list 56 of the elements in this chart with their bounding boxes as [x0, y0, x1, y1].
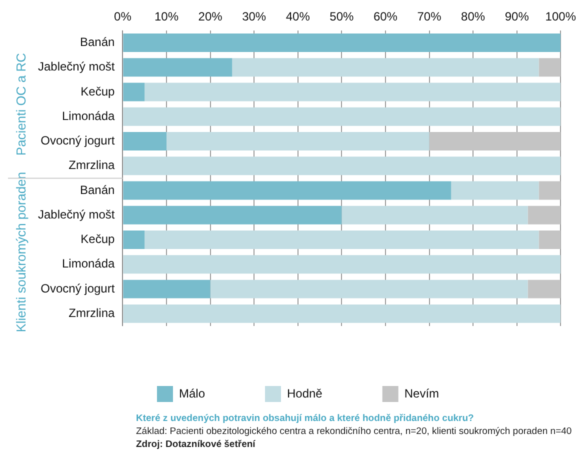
y-tick-label: Kečup	[80, 84, 116, 98]
bar	[123, 255, 561, 274]
bar	[123, 181, 452, 200]
bar	[342, 206, 528, 224]
y-tick-label: Ovocný jogurt	[40, 134, 116, 148]
bar	[123, 82, 145, 102]
text: Zdroj: Dotazníkové šetření	[136, 438, 256, 451]
y-tick-label: Ovocný jogurt	[40, 281, 116, 296]
bar	[123, 132, 166, 150]
bar	[528, 280, 561, 298]
legend-label: Nevím	[404, 386, 440, 400]
y-tick-label: Limonáda	[62, 108, 116, 123]
bar	[528, 206, 561, 224]
x-tick-label: 50%	[330, 10, 354, 24]
bar	[538, 230, 561, 250]
y-tick-label: Zmrzlina	[68, 158, 116, 172]
bar	[429, 132, 561, 150]
y-tick-label: Banán	[80, 182, 115, 197]
y-tick-label: Banán	[80, 35, 115, 50]
text: Základ: Pacienti obezitologického centra a rekondičního centra, n=20, klienti soukromých poraden n=40	[136, 425, 573, 438]
x-tick-label: 40%	[286, 10, 310, 24]
x-tick-label: 0%	[114, 10, 132, 24]
bar	[123, 280, 210, 298]
bar	[123, 107, 561, 126]
y-tick-label: Kečup	[80, 232, 116, 246]
y-tick-label: Limonáda	[62, 256, 116, 271]
bar	[123, 156, 561, 176]
y-tick-label: Jablečný mošt	[38, 60, 116, 74]
legend-label: Hodně	[286, 386, 323, 400]
bar	[123, 33, 561, 52]
y-tick-label: Zmrzlina	[68, 306, 116, 320]
bar	[123, 58, 232, 77]
bar	[451, 181, 539, 200]
bar	[123, 206, 342, 224]
text: Klienti soukromých poraden	[14, 172, 29, 332]
bar	[232, 58, 539, 77]
x-tick-label: 70%	[417, 10, 442, 24]
x-tick-label: 100%	[545, 10, 576, 24]
bar	[166, 132, 430, 150]
legend-label: Málo	[178, 386, 206, 400]
text: Které z uvedených potravin obsahují málo a které hodně přidaného cukru?	[136, 412, 475, 425]
x-tick-label: 20%	[198, 10, 223, 24]
y-tick-label: Jablečný mošt	[38, 207, 116, 222]
x-tick-label: 60%	[373, 10, 398, 24]
bar	[144, 230, 539, 250]
bar	[144, 82, 561, 102]
bar	[538, 58, 561, 77]
bar	[123, 230, 145, 250]
text: Pacienti OC a RC	[14, 53, 29, 156]
x-tick-label: 30%	[242, 10, 266, 24]
x-tick-label: 90%	[504, 10, 530, 24]
bar	[123, 304, 561, 323]
x-tick-label: 80%	[461, 10, 486, 24]
bar	[210, 280, 528, 298]
bar	[538, 181, 561, 200]
x-tick-label: 10%	[154, 10, 179, 24]
